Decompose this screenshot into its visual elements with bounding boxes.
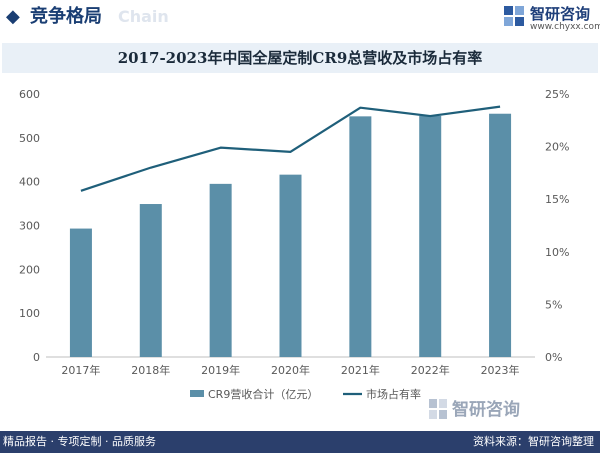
bar-5 bbox=[349, 116, 372, 357]
section-deco-text: Chain bbox=[118, 7, 169, 26]
y-left-tick-label: 400 bbox=[19, 176, 40, 189]
bar-7 bbox=[489, 113, 512, 357]
legend-label-bar: CR9营收合计（亿元） bbox=[208, 387, 318, 401]
footer-bar: 精品报告 · 专项定制 · 品质服务 资料来源：智研咨询整理 bbox=[0, 431, 600, 453]
bar-4 bbox=[279, 174, 302, 357]
y-right-tick-label: 20% bbox=[545, 141, 569, 154]
footer-slogan: 精品报告 · 专项定制 · 品质服务 bbox=[3, 435, 156, 448]
brand-logo-icon bbox=[504, 6, 524, 26]
section-header: ◆ 竞争格局 Chain 智研咨询 www.chyxx.com bbox=[0, 0, 600, 36]
y-right-tick-label: 15% bbox=[545, 193, 569, 206]
y-left-tick-label: 200 bbox=[19, 263, 40, 276]
x-tick-label: 2018年 bbox=[131, 363, 170, 377]
y-left-tick-label: 600 bbox=[19, 88, 40, 101]
brand-url: www.chyxx.com bbox=[530, 22, 600, 32]
y-left-tick-label: 500 bbox=[19, 132, 40, 145]
y-left-tick-label: 100 bbox=[19, 307, 40, 320]
bar-6 bbox=[419, 115, 442, 357]
share-line bbox=[80, 105, 501, 192]
bar-3 bbox=[209, 183, 232, 357]
y-right-tick-label: 5% bbox=[545, 298, 562, 311]
y-right-tick-label: 0% bbox=[545, 351, 562, 364]
combo-chart: 0 100 200 300 400 500 600 0% 5% 10% 15% 20% 25% 2017年… bbox=[19, 88, 569, 401]
section-title: 竞争格局 bbox=[30, 6, 102, 27]
legend-swatch-bar bbox=[190, 390, 204, 397]
watermark-brand: 智研咨询 bbox=[452, 400, 520, 420]
x-tick-label: 2021年 bbox=[341, 363, 380, 377]
brand-name: 智研咨询 bbox=[530, 5, 591, 23]
y-left-tick-label: 300 bbox=[19, 220, 40, 233]
footer-source: 资料来源：智研咨询整理 bbox=[473, 435, 594, 448]
legend-label-line: 市场占有率 bbox=[366, 387, 421, 401]
bar-2 bbox=[139, 204, 162, 357]
x-tick-label: 2019年 bbox=[201, 363, 240, 377]
y-left-tick-label: 0 bbox=[33, 351, 40, 364]
chart-title: 2017-2023年中国全屋定制CR9总营收及市场占有率 bbox=[117, 49, 483, 67]
x-tick-label: 2020年 bbox=[271, 363, 310, 377]
y-right-tick-label: 10% bbox=[545, 246, 569, 259]
y-right-tick-label: 25% bbox=[545, 88, 569, 101]
x-tick-label: 2023年 bbox=[481, 363, 520, 377]
x-tick-label: 2017年 bbox=[61, 363, 100, 377]
chart-title-bar: 2017-2023年中国全屋定制CR9总营收及市场占有率 bbox=[2, 43, 598, 73]
bar-1 bbox=[69, 228, 92, 357]
watermark-logo-icon bbox=[429, 399, 447, 419]
x-tick-label: 2022年 bbox=[411, 363, 450, 377]
diamond-icon: ◆ bbox=[6, 6, 20, 27]
